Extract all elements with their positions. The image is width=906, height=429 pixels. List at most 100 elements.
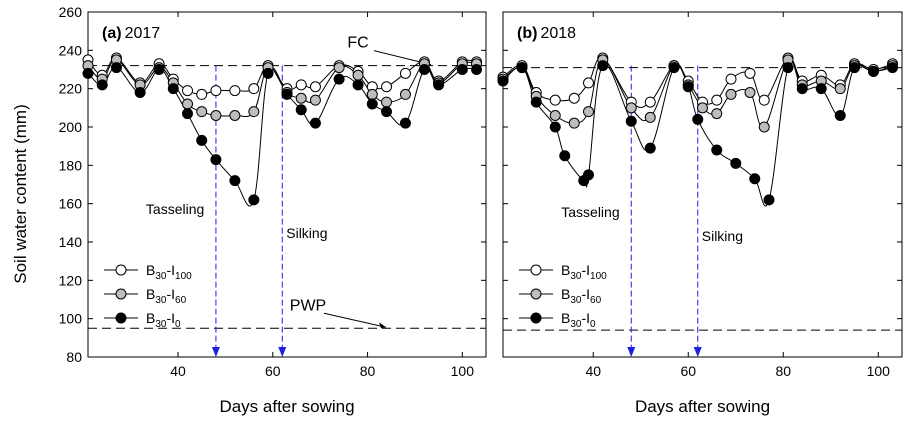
data-point (281, 88, 293, 100)
data-point (248, 83, 260, 95)
data-point (692, 113, 704, 125)
data-point (366, 98, 378, 110)
y-tick-label: 180 (59, 157, 83, 173)
data-point (399, 117, 411, 129)
data-point (834, 110, 846, 121)
y-tick-label: 260 (59, 4, 83, 20)
x-tick-label: 80 (360, 363, 376, 379)
data-point (229, 85, 241, 97)
data-point (868, 65, 879, 77)
data-point (530, 96, 542, 108)
data-point (153, 64, 165, 75)
stage-marker-arrowhead (693, 347, 702, 357)
data-point (887, 62, 898, 74)
data-point (182, 85, 193, 97)
stage-marker-arrowhead (278, 347, 287, 357)
data-point (295, 104, 307, 116)
data-point (262, 67, 274, 79)
y-tick-label: 80 (66, 349, 82, 365)
panel-letter: (b) (517, 25, 537, 42)
data-point (549, 110, 561, 121)
data-point (366, 88, 378, 100)
legend-label: B30-I60 (146, 286, 187, 306)
data-point (763, 194, 775, 206)
panel-year: 2017 (125, 25, 161, 42)
data-point (834, 83, 846, 95)
stage-marker-arrowhead (627, 347, 636, 357)
data-point (96, 79, 108, 91)
data-point (597, 60, 609, 72)
data-point (697, 102, 708, 114)
panel-year: 2018 (540, 25, 576, 42)
data-point (248, 194, 260, 206)
stage-marker-label: Silking (702, 228, 743, 244)
data-point (381, 106, 392, 118)
y-axis-label: Soil water content (mm) (11, 104, 30, 284)
data-point (381, 81, 392, 93)
data-point (725, 73, 737, 85)
x-tick-label: 60 (265, 363, 281, 379)
reference-pointer-head (379, 322, 386, 329)
x-axis-label: Days after sowing (219, 397, 354, 416)
data-point (711, 108, 723, 120)
data-point (196, 134, 208, 146)
data-point (210, 110, 222, 121)
data-point (333, 62, 345, 74)
data-point (295, 92, 307, 104)
legend-label: B30-I100 (561, 262, 607, 282)
y-tick-label: 120 (59, 272, 83, 288)
data-point (725, 88, 737, 100)
stage-marker-label: Silking (286, 225, 327, 241)
data-point (744, 87, 756, 98)
data-point (399, 88, 411, 100)
data-point (583, 169, 594, 181)
data-point (849, 62, 860, 74)
y-tick-label: 240 (59, 42, 83, 58)
legend-marker (115, 288, 127, 300)
data-point (295, 79, 307, 91)
data-point (134, 87, 146, 98)
data-point (815, 83, 827, 95)
data-point (471, 64, 483, 75)
x-tick-label: 60 (680, 363, 696, 379)
legend-label: B30-I0 (561, 310, 596, 330)
data-point (333, 73, 345, 85)
data-point (352, 69, 364, 81)
data-point (668, 62, 680, 74)
x-tick-label: 40 (170, 363, 186, 379)
data-point (196, 106, 208, 118)
stage-marker-label: Tasseling (561, 204, 619, 220)
stage-marker-label: Tasseling (146, 201, 204, 217)
data-point (309, 117, 321, 129)
x-tick-label: 100 (867, 363, 891, 379)
x-tick-label: 100 (451, 363, 475, 379)
data-point (352, 79, 364, 91)
panel-letter: (a) (102, 25, 122, 42)
data-point (568, 92, 580, 104)
panel-label: (a) 2017 (102, 25, 160, 42)
data-point (682, 81, 694, 93)
data-point (711, 144, 723, 156)
panel-a: 80 100 120 140 160 180 200 220 240 260 40 60 80 100 Da… (59, 4, 487, 416)
data-point (167, 83, 179, 95)
legend-label: B30-I0 (146, 310, 181, 330)
data-point (381, 96, 392, 108)
data-point (644, 142, 656, 154)
reference-line-label: PWP (290, 297, 326, 314)
data-point (644, 111, 656, 123)
data-point (182, 98, 193, 110)
data-point (711, 94, 723, 106)
data-point (730, 157, 742, 169)
x-tick-label: 80 (775, 363, 791, 379)
y-tick-label: 160 (59, 196, 83, 212)
x-axis-label: Days after sowing (635, 397, 770, 416)
data-point (229, 175, 241, 187)
data-point (196, 88, 208, 100)
y-tick-label: 100 (59, 311, 83, 327)
data-point (229, 110, 241, 121)
data-point (418, 64, 430, 75)
panel-label: (b) 2018 (517, 25, 576, 42)
legend-label: B30-I100 (146, 262, 192, 282)
panel-b: 40 60 80 100 Days after sowing (b) 2018 Tasseli… (497, 11, 903, 416)
